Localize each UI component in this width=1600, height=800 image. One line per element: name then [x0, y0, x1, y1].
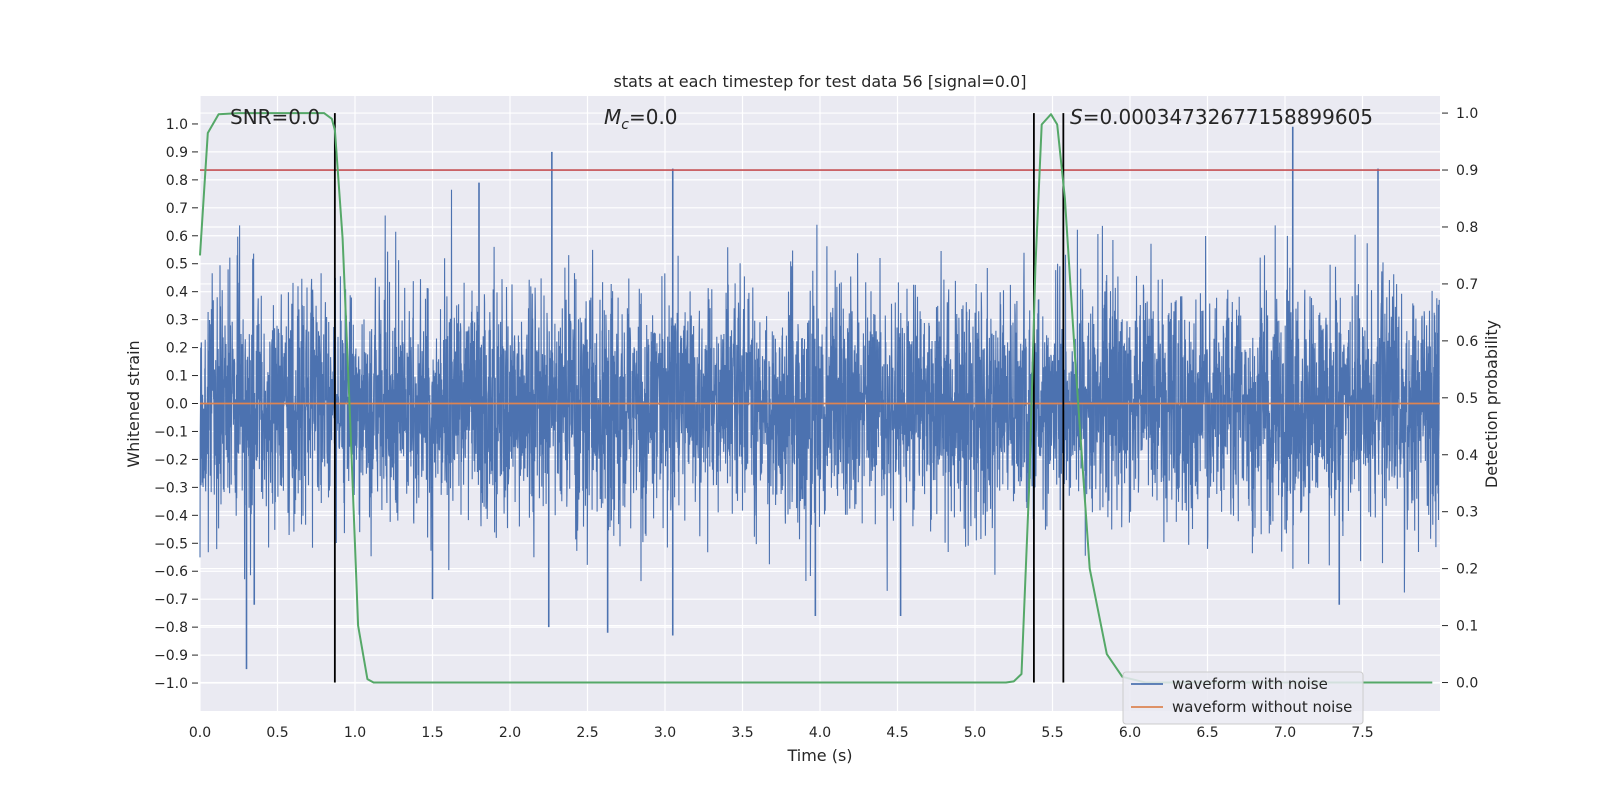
x-axis-label: Time (s): [786, 746, 852, 765]
y-tick-label: 0.8: [166, 173, 188, 189]
s-annotation: S=0.0003473267715889960​5: [1070, 105, 1373, 129]
y-tick-label: −0.5: [154, 536, 188, 552]
y-tick-label: −1.0: [154, 676, 188, 692]
y-tick-label: 1.0: [166, 117, 188, 133]
y-tick-label: 0.7: [166, 201, 188, 217]
y2-tick-label: 0.4: [1456, 448, 1478, 464]
legend-label-noise: waveform with noise: [1172, 675, 1328, 693]
y-tick-label: −0.6: [154, 564, 188, 580]
y-tick-label: −0.7: [154, 592, 188, 608]
s-symbol: S: [1070, 105, 1083, 129]
x-tick-label: 5.0: [964, 725, 986, 741]
y2-tick-label: 0.9: [1456, 163, 1478, 179]
chirp-mass-annotation: Mc=0.0: [604, 105, 678, 133]
tick-labels: 0.0 0.5 1.0 1.5 2.0 2.5 3.0 3.5 4.0 4.5 5.0 5.5 6.0 6…: [154, 106, 1478, 741]
overlays: [199, 112, 1440, 684]
y2-tick-label: 0.5: [1456, 391, 1478, 407]
y2-tick-label: 0.6: [1456, 334, 1478, 350]
y-tick-label: 0.9: [166, 145, 188, 161]
noise-trace: [199, 189, 1440, 593]
y-tick-label: 0.1: [166, 369, 188, 385]
y-axis-label: Whitened strain: [124, 340, 143, 467]
x-tick-label: 7.5: [1351, 725, 1373, 741]
x-tick-label: 6.0: [1119, 725, 1141, 741]
series-detection-probability: [199, 112, 1433, 684]
x-tick-label: 6.5: [1196, 725, 1218, 741]
legend: waveform with noise waveform without noi…: [1122, 671, 1364, 725]
y-tick-label: 0.2: [166, 341, 188, 357]
s-value: =0.0003473267715889960​5: [1083, 105, 1373, 129]
x-tick-label: 2.5: [576, 725, 598, 741]
legend-label-clean: waveform without noise: [1172, 698, 1352, 716]
x-tick-label: 2.0: [499, 725, 521, 741]
y-tick-label: 0.4: [166, 285, 188, 301]
y2-tick-label: 0.8: [1456, 220, 1478, 236]
chart-title: stats at each timestep for test data 56 …: [614, 72, 1027, 91]
y2-tick-label: 0.2: [1456, 562, 1478, 578]
y-tick-label: −0.8: [154, 620, 188, 636]
chirp-mass-value: =0.0: [629, 105, 678, 129]
legend-box: [1122, 671, 1364, 725]
y2-tick-label: 0.1: [1456, 619, 1478, 635]
x-tick-label: 7.0: [1274, 725, 1296, 741]
x-tick-label: 0.0: [189, 725, 211, 741]
y2-tick-label: 0.3: [1456, 505, 1478, 521]
chirp-mass-symbol: M: [604, 105, 621, 129]
y-tick-label: 0.5: [166, 257, 188, 273]
y-tick-label: −0.3: [154, 480, 188, 496]
y2-tick-label: 1.0: [1456, 106, 1478, 122]
x-tick-label: 5.5: [1041, 725, 1063, 741]
x-tick-label: 3.5: [731, 725, 753, 741]
x-tick-label: 4.5: [886, 725, 908, 741]
x-tick-label: 3.0: [654, 725, 676, 741]
y-tick-label: −0.1: [154, 424, 188, 440]
snr-annotation: SNR=0.0: [230, 105, 320, 129]
chirp-mass-subscript: c: [621, 117, 629, 133]
x-tick-label: 0.5: [266, 725, 288, 741]
y-tick-label: −0.9: [154, 648, 188, 664]
y-tick-label: 0.3: [166, 313, 188, 329]
x-tick-label: 1.0: [344, 725, 366, 741]
y-tick-label: −0.2: [154, 452, 188, 468]
y-tick-label: 0.0: [166, 397, 188, 413]
series-waveform-with-noise: [199, 126, 1440, 670]
y2-axis-label: Detection probability: [1482, 320, 1501, 488]
y-tick-label: 0.6: [166, 229, 188, 245]
y-tick-label: −0.4: [154, 508, 188, 524]
x-tick-label: 1.5: [421, 725, 443, 741]
x-tick-label: 4.0: [809, 725, 831, 741]
y2-tick-label: 0.0: [1456, 676, 1478, 692]
y2-tick-label: 0.7: [1456, 277, 1478, 293]
